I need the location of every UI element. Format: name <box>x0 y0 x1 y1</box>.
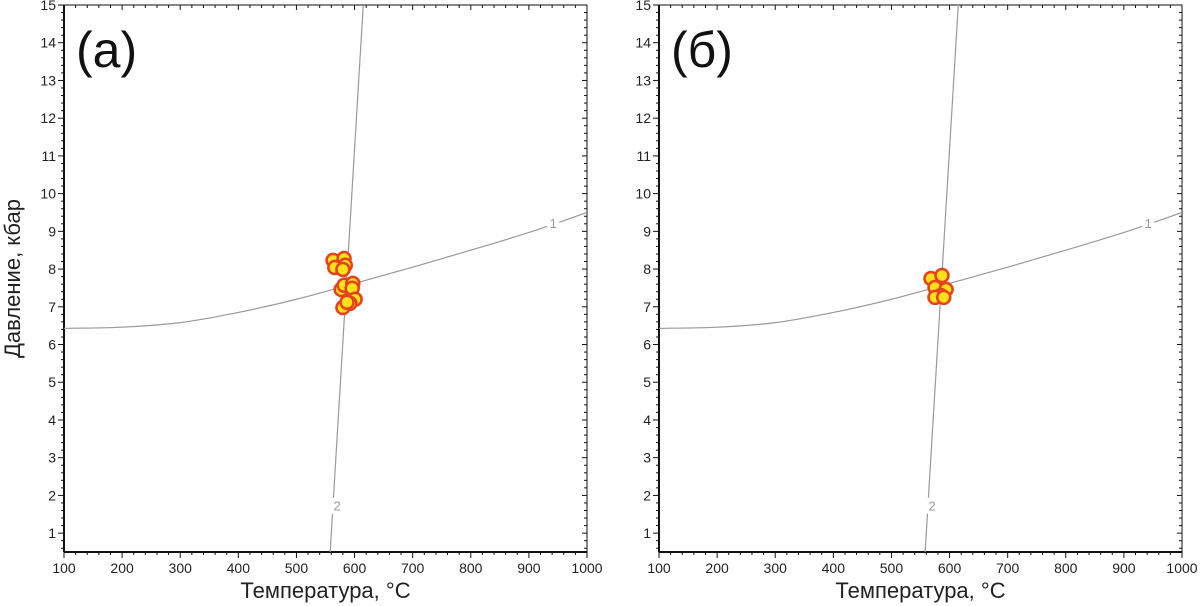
y-tick-label: 2 <box>48 487 56 503</box>
curve-label-bg <box>331 497 344 514</box>
x-tick-label: 600 <box>938 560 962 576</box>
x-tick-label: 200 <box>110 560 134 576</box>
x-tick-label: 100 <box>647 560 671 576</box>
y-tick-label: 9 <box>48 223 56 239</box>
y-tick-label: 14 <box>635 35 651 51</box>
plot-frame <box>63 4 588 553</box>
x-tick-label: 800 <box>459 560 483 576</box>
y-tick-label: 10 <box>635 186 651 202</box>
x-tick-label: 700 <box>401 560 425 576</box>
y-tick-label: 4 <box>643 412 651 428</box>
curve-label-2: 2 <box>929 499 936 514</box>
y-tick-label: 14 <box>40 35 56 51</box>
y-tick-label: 8 <box>643 261 651 277</box>
y-tick-label: 10 <box>40 186 56 202</box>
panel-label: (б) <box>671 22 733 78</box>
y-tick-label: 15 <box>635 0 651 13</box>
x-axis-label: Температура, °C <box>835 578 1005 603</box>
plot-frame <box>658 4 1183 553</box>
x-tick-label: 300 <box>169 560 193 576</box>
y-tick-label: 13 <box>40 72 56 88</box>
y-tick-label: 1 <box>48 525 56 541</box>
x-tick-label: 600 <box>343 560 367 576</box>
x-tick-label: 400 <box>822 560 846 576</box>
x-tick-label: 800 <box>1054 560 1078 576</box>
x-tick-label: 1000 <box>571 560 602 576</box>
x-tick-label: 700 <box>996 560 1020 576</box>
y-tick-label: 3 <box>643 450 651 466</box>
y-tick-label: 6 <box>643 337 651 353</box>
curve-label-bg <box>547 214 560 231</box>
y-tick-label: 3 <box>48 450 56 466</box>
y-tick-label: 15 <box>40 0 56 13</box>
y-tick-label: 9 <box>643 223 651 239</box>
y-tick-label: 6 <box>48 337 56 353</box>
y-tick-label: 5 <box>643 374 651 390</box>
y-tick-label: 13 <box>635 72 651 88</box>
curve-label-bg <box>1142 214 1155 231</box>
y-tick-label: 5 <box>48 374 56 390</box>
panel-2: 100 200 300 400 500 600 700 800 900 1000123456789… <box>635 0 1197 603</box>
y-tick-label: 7 <box>48 299 56 315</box>
data-point <box>339 294 355 311</box>
y-tick-label: 12 <box>40 110 56 126</box>
data-point <box>934 267 950 284</box>
panel-label: (а) <box>76 22 137 78</box>
x-tick-label: 500 <box>880 560 904 576</box>
panel-1: 100 200 300 400 500 600 700 800 900 1000123456789… <box>0 0 603 603</box>
curve-label-1: 1 <box>1145 216 1152 231</box>
reaction-curve-1 <box>64 211 587 329</box>
x-tick-label: 1000 <box>1166 560 1197 576</box>
x-tick-label: 900 <box>1112 560 1136 576</box>
data-point <box>335 261 351 278</box>
curve-label-bg <box>926 497 939 514</box>
curve-label-1: 1 <box>550 216 557 231</box>
x-tick-label: 500 <box>285 560 309 576</box>
reaction-curve-1 <box>659 211 1182 329</box>
x-tick-label: 200 <box>705 560 729 576</box>
y-axis-label: Давление, кбар <box>0 199 25 358</box>
x-tick-label: 900 <box>517 560 541 576</box>
y-tick-label: 2 <box>643 487 651 503</box>
y-tick-label: 8 <box>48 261 56 277</box>
data-point <box>935 289 952 306</box>
y-tick-label: 11 <box>636 148 651 164</box>
x-axis-label: Температура, °C <box>240 578 410 603</box>
y-tick-label: 1 <box>643 525 651 541</box>
y-tick-label: 11 <box>41 148 56 164</box>
x-tick-label: 400 <box>227 560 251 576</box>
y-tick-label: 7 <box>643 299 651 315</box>
x-tick-label: 300 <box>764 560 788 576</box>
y-tick-label: 12 <box>635 110 651 126</box>
y-tick-label: 4 <box>48 412 56 428</box>
x-tick-label: 100 <box>52 560 76 576</box>
curve-label-2: 2 <box>334 499 341 514</box>
